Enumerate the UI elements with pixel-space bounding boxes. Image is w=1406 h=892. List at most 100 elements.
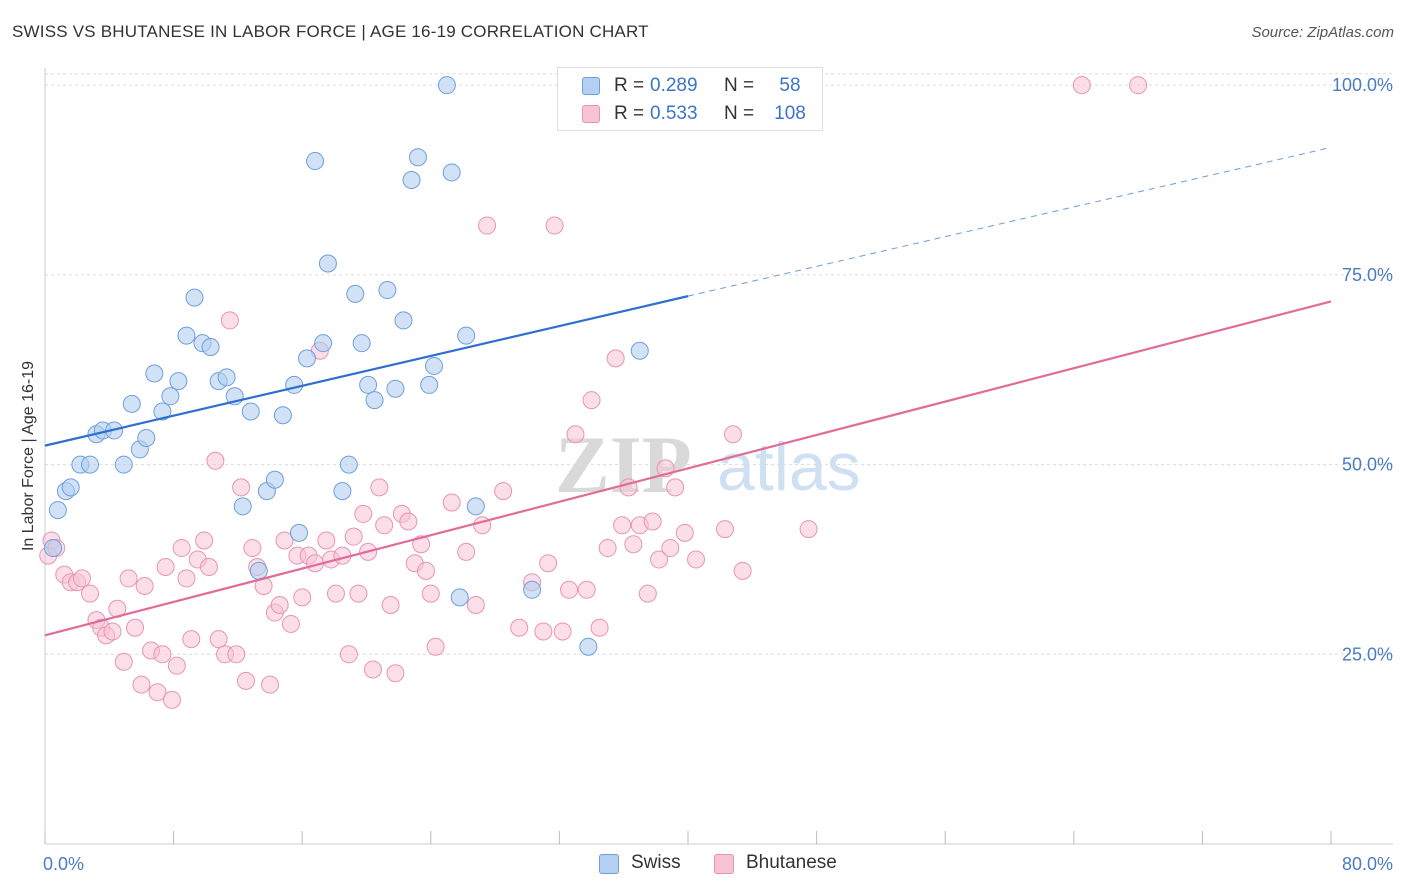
bhutanese-point xyxy=(199,558,218,577)
bhutanese-point xyxy=(206,451,225,470)
legend-r-label: R = xyxy=(614,103,645,124)
swiss-point xyxy=(408,148,427,167)
bhutanese-point xyxy=(126,618,145,637)
bhutanese-point xyxy=(412,535,431,554)
swiss-legend-label: Swiss xyxy=(631,852,681,873)
swiss-point xyxy=(48,501,67,520)
bhutanese-point xyxy=(687,550,706,569)
swiss-point xyxy=(318,254,337,273)
bhutanese-point xyxy=(494,482,513,501)
swiss-point xyxy=(394,311,413,330)
swiss-point xyxy=(306,152,325,171)
swiss-point xyxy=(217,368,236,387)
swiss-point xyxy=(273,406,292,425)
swiss-point xyxy=(402,171,421,190)
swiss-point xyxy=(437,76,456,95)
x-tick-label-min: 0.0% xyxy=(43,854,84,874)
swiss-point xyxy=(352,334,371,353)
swiss-point xyxy=(442,163,461,182)
swiss-point xyxy=(386,379,405,398)
bhutanese-point xyxy=(582,391,601,410)
swiss-point xyxy=(114,455,133,474)
bhutanese-point xyxy=(281,614,300,633)
swiss-trend-extension xyxy=(687,146,1332,297)
bhutanese-point xyxy=(534,622,553,641)
correlation-legend: R = 0.289 N = 58 R = 0.533 N = 108 xyxy=(557,67,823,131)
swiss-point xyxy=(169,372,188,391)
bhutanese-point xyxy=(539,554,558,573)
bhutanese-point xyxy=(227,645,246,664)
bhutanese-point xyxy=(386,664,405,683)
bhutanese-point xyxy=(172,539,191,558)
bhutanese-swatch xyxy=(582,105,600,123)
swiss-point xyxy=(122,394,141,413)
bhutanese-point xyxy=(363,660,382,679)
bhutanese-point xyxy=(421,584,440,603)
bhutanese-point xyxy=(375,516,394,535)
bhutanese-point xyxy=(416,561,435,580)
swiss-point xyxy=(61,478,80,497)
bhutanese-point xyxy=(177,569,196,588)
y-tick-label: 50.0% xyxy=(1342,455,1393,475)
bhutanese-point xyxy=(370,478,389,497)
swiss-point xyxy=(285,375,304,394)
bhutanese-point xyxy=(545,216,564,235)
legend-r-label: R = xyxy=(614,75,645,96)
swiss-swatch xyxy=(582,77,600,95)
bhutanese-point xyxy=(270,595,289,614)
swiss-point xyxy=(450,588,469,607)
bhutanese-point xyxy=(339,645,358,664)
bhutanese-point xyxy=(275,531,294,550)
swiss-point xyxy=(339,455,358,474)
bhutanese-point xyxy=(182,630,201,649)
bhutanese-point xyxy=(114,652,133,671)
swiss-point xyxy=(365,391,384,410)
bhutanese-point xyxy=(577,580,596,599)
bhutanese-point xyxy=(354,504,373,523)
bhutanese-point xyxy=(243,539,262,558)
swiss-point xyxy=(153,402,172,421)
y-tick-label: 25.0% xyxy=(1342,644,1393,664)
bhutanese-point xyxy=(381,595,400,614)
bhutanese-point xyxy=(666,478,685,497)
bhutanese-point xyxy=(724,425,743,444)
bhutanese-point xyxy=(560,580,579,599)
bhutanese-point xyxy=(606,349,625,368)
bhutanese-n-value: 108 xyxy=(774,103,806,124)
bhutanese-point xyxy=(1129,76,1148,95)
bhutanese-point xyxy=(553,622,572,641)
bhutanese-point xyxy=(733,561,752,580)
bhutanese-point xyxy=(344,527,363,546)
swiss-trend-line xyxy=(44,295,689,447)
bhutanese-point xyxy=(326,584,345,603)
swiss-legend-swatch xyxy=(599,854,619,874)
bhutanese-point xyxy=(613,516,632,535)
bhutanese-point xyxy=(399,512,418,531)
bhutanese-point xyxy=(195,531,214,550)
swiss-point xyxy=(579,637,598,656)
bhutanese-point xyxy=(132,675,151,694)
swiss-n-value: 58 xyxy=(779,75,801,96)
swiss-point xyxy=(425,356,444,375)
swiss-point xyxy=(346,284,365,303)
bhutanese-point xyxy=(675,523,694,542)
bhutanese-point xyxy=(442,493,461,512)
y-tick-label: 75.0% xyxy=(1342,265,1393,285)
bhutanese-point xyxy=(661,539,680,558)
swiss-point xyxy=(298,349,317,368)
bhutanese-point xyxy=(103,622,122,641)
bhutanese-point xyxy=(119,569,138,588)
swiss-point xyxy=(359,375,378,394)
swiss-point xyxy=(314,334,333,353)
swiss-point xyxy=(177,326,196,345)
bhutanese-point xyxy=(799,520,818,539)
legend-n-label: N = xyxy=(724,75,755,96)
swiss-point xyxy=(161,387,180,406)
bhutanese-point xyxy=(209,630,228,649)
bhutanese-point xyxy=(349,584,368,603)
bhutanese-point xyxy=(72,569,91,588)
swiss-point xyxy=(81,455,100,474)
bhutanese-point xyxy=(135,577,154,595)
bhutanese-point xyxy=(650,550,669,569)
